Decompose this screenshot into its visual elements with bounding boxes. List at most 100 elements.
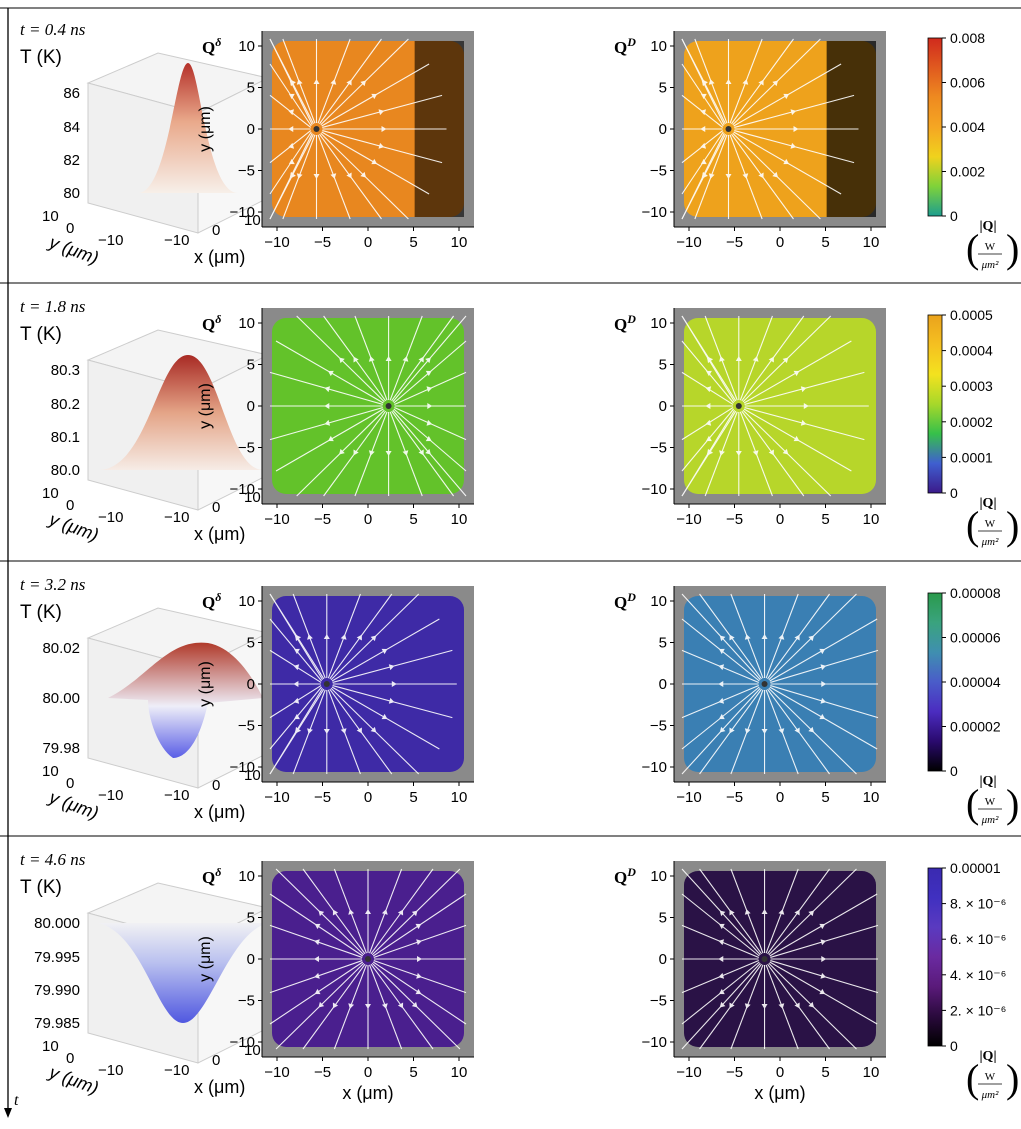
streamline-arrow	[719, 450, 725, 456]
streamline-arrow	[385, 451, 392, 456]
streamline-arrow	[725, 79, 732, 84]
colorbar-unit-label: |Q|	[979, 1049, 996, 1064]
streamline-arrow	[819, 648, 826, 655]
flux-axes: −10 −10 −5 −5 0 0 5 5 10 10	[642, 31, 886, 251]
surface-y-tick: −10	[98, 787, 123, 804]
streamline-arrow	[415, 988, 422, 995]
surface-x-tick: 0	[212, 499, 220, 516]
streamline-arrow	[416, 939, 422, 946]
streamline-arrow	[744, 1003, 751, 1009]
x-tick-label: 5	[821, 789, 829, 806]
streamline-arrow	[332, 1002, 339, 1009]
streamline-arrow	[381, 648, 388, 655]
x-tick-label: 5	[821, 1064, 829, 1081]
streamline-arrow	[778, 728, 785, 734]
heat-source-point	[313, 126, 320, 132]
streamline-arrow	[368, 356, 375, 362]
streamline-arrow	[808, 1001, 815, 1008]
streamline-arrow	[294, 648, 300, 655]
x-tick-label: 0	[364, 1064, 372, 1081]
streamline-arrow	[793, 435, 800, 442]
streamline-arrow	[378, 142, 385, 149]
streamline-arrow	[718, 988, 725, 995]
x-tick-label: −5	[726, 1064, 743, 1081]
streamline-arrow	[426, 419, 433, 426]
streamline-arrow	[425, 370, 432, 377]
streamline-arrow	[744, 909, 751, 915]
streamline-arrow	[288, 158, 295, 165]
surface-x-tick: −10	[164, 509, 189, 526]
x-tick-label: −5	[314, 234, 331, 251]
surface-y-tick: −10	[98, 1062, 123, 1079]
flux-axes: −10 −10 −5 −5 0 0 5 5 10 10	[230, 308, 474, 528]
x-axis-label: x (μm)	[342, 1083, 393, 1103]
streamline-arrow	[761, 1004, 768, 1009]
y-tick-label: 5	[247, 357, 255, 374]
streamline-arrow	[346, 172, 352, 179]
streamline-arrow	[381, 713, 388, 720]
x-tick-label: −5	[726, 511, 743, 528]
panel-label-diffusive: QD	[614, 865, 636, 887]
heat-source-point	[385, 403, 392, 409]
streamline-arrow	[742, 79, 749, 85]
streamline-arrow	[411, 910, 418, 917]
temperature-tick-label: 86	[63, 85, 80, 102]
streamline-arrow	[327, 370, 334, 377]
streamline-arrow	[293, 664, 300, 671]
temperature-tick-label: 84	[63, 119, 80, 136]
streamline-arrow	[307, 634, 313, 640]
panel-label-delta: Qδ	[202, 312, 221, 334]
streamline-arrow	[288, 109, 295, 116]
y-tick-label: 10	[650, 315, 667, 332]
streamline-arrow	[778, 1003, 785, 1009]
flux-panel-diffusive: −10 −10 −5 −5 0 0 5 5 10 10 QD	[614, 308, 886, 528]
x-tick-label: 10	[451, 511, 468, 528]
y-tick-label: 5	[659, 910, 667, 927]
y-tick-label: 0	[659, 951, 667, 968]
y-tick-label: −5	[650, 718, 667, 735]
streamline-arrow	[427, 403, 433, 409]
y-tick-label: −5	[650, 993, 667, 1010]
y-tick-label: −5	[238, 163, 255, 180]
streamline-arrow	[314, 923, 321, 930]
temperature-surface-panel: t = 3.2 ns T (K) 80.02 80.00 79.98 10 0 −10 −10 0…	[20, 575, 270, 823]
streamline-arrow	[820, 972, 827, 979]
y-tick-label: 5	[659, 80, 667, 97]
flux-panel-delta: −10 −10 −5 −5 0 0 5 5 10 10 Qδ y (μm) x (μm)	[197, 861, 474, 1103]
streamline-arrow	[388, 697, 395, 704]
streamline-arrow	[289, 171, 296, 178]
x-tick-label: −5	[726, 789, 743, 806]
streamline-arrow	[794, 1002, 800, 1009]
streamline-arrow	[288, 126, 294, 132]
surface-y-tick: 0	[66, 1050, 74, 1067]
streamline-arrow	[314, 956, 319, 962]
streamline-arrow	[324, 403, 330, 409]
colorbar-tick-label: 0.0004	[950, 343, 993, 359]
streamline-arrow	[752, 356, 759, 362]
flux-panel-delta: −10 −10 −5 −5 0 0 5 5 10 10 Qδ y (μm)	[197, 308, 474, 528]
streamline-arrow	[425, 357, 431, 364]
streamline-arrow	[700, 93, 707, 100]
temperature-surface-panel: t = 1.8 ns T (K) 80.3 80.2 80.1 80.0 10 0 −10 −10…	[20, 297, 270, 545]
streamline-arrow	[708, 79, 715, 85]
streamline-arrow	[313, 79, 320, 84]
streamline-arrow	[330, 79, 337, 85]
streamlines	[269, 593, 457, 775]
streamline-arrow	[808, 635, 815, 642]
streamline-arrow	[371, 93, 378, 100]
streamline-arrow	[324, 386, 331, 393]
streamline-arrow	[729, 1002, 735, 1009]
streamlines	[681, 593, 879, 775]
streamline-arrow	[340, 634, 347, 640]
time-axis-label: t	[14, 1092, 19, 1109]
y-tick-label: 10	[238, 315, 255, 332]
streamline-arrow	[323, 729, 330, 734]
streamline-arrow	[729, 634, 735, 641]
x-tick-label: 0	[776, 1064, 784, 1081]
flux-axes: −10 −10 −5 −5 0 0 5 5 10 10	[642, 861, 886, 1081]
colorbar-tick-label: 0.0002	[950, 414, 993, 430]
time-label: t = 1.8 ns	[20, 297, 86, 316]
y-tick-label: −10	[642, 481, 667, 498]
streamline-arrow	[718, 664, 725, 671]
